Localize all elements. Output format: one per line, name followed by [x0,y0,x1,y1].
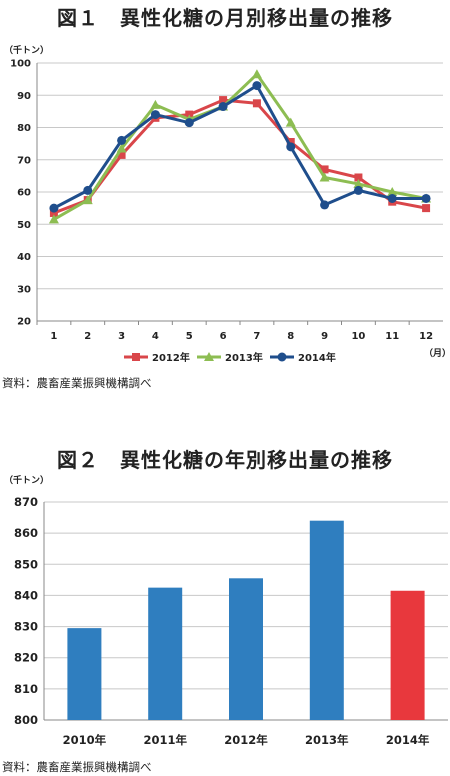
figure-1-source: 資料：農畜産業振興機構調べ [2,376,152,390]
y-tick-label: 850 [14,557,38,571]
data-point-2014年 [320,200,330,210]
y-tick-label: 100 [10,59,31,70]
data-point-2012年 [49,208,58,217]
data-point-2014年 [49,203,59,213]
y-tick-label: 820 [14,651,38,665]
y-tick-label: 870 [14,495,38,509]
y-tick-label: 60 [17,188,31,199]
y-tick-label: 50 [17,220,31,231]
x-tick-label: 9 [321,331,328,342]
x-tick-label: 2 [84,331,91,342]
data-point-2012年 [354,173,363,182]
legend-marker [277,352,287,362]
data-point-2012年 [252,99,261,108]
data-point-2013年 [82,195,93,205]
data-point-2013年 [353,178,364,188]
x-tick-label: 12 [419,331,433,342]
legend-marker [132,353,140,361]
bar-2011年 [148,587,183,720]
bar-2010年 [67,628,102,720]
y-tick-label: 800 [14,713,38,727]
x-tick-label: 2014年 [386,733,430,747]
data-point-2014年 [353,185,363,195]
data-point-2013年 [48,214,59,224]
data-point-2014年 [252,81,262,91]
series-line-2014年 [53,84,427,210]
legend-label: 2014年 [298,351,336,364]
x-tick-label: 11 [385,331,399,342]
x-tick-label: 2012年 [224,733,268,747]
data-point-2012年 [117,150,126,159]
data-point-2014年 [286,142,296,152]
x-tick-label: 6 [220,331,227,342]
data-point-2014年 [387,193,397,203]
data-point-2013年 [116,143,127,153]
y-tick-label: 840 [14,588,38,602]
data-point-2014年 [184,118,194,128]
data-point-2013年 [251,69,262,79]
series-line-2012年 [53,98,427,215]
x-tick-label: 10 [351,331,365,342]
figure-1-x-unit: （月） [424,349,450,359]
x-tick-label: 4 [152,331,159,342]
y-tick-label: 30 [17,284,31,295]
x-tick-label: 5 [186,331,193,342]
data-point-2014年 [117,135,127,145]
x-tick-label: 2011年 [143,733,187,747]
y-tick-label: 860 [14,526,38,540]
data-point-2014年 [421,193,431,203]
x-tick-label: 3 [118,331,125,342]
bar-2012年 [229,578,263,720]
figure-1-y-unit: （千トン） [4,46,50,56]
y-tick-label: 80 [17,123,31,134]
x-tick-label: 7 [253,331,260,342]
y-tick-label: 830 [14,620,38,634]
figure-1: 図１ 異性化糖の月別移出量の推移 （千トン） 20 30 40 50 60 70 80 90 1… [2,6,450,390]
legend-label: 2013年 [225,351,263,364]
data-point-2013年 [150,99,161,109]
y-tick-label: 90 [17,91,31,102]
bar-2013年 [309,520,344,720]
bar-2014年 [390,590,425,720]
figure-2-source: 資料：農畜産業振興機構調べ [2,760,152,774]
data-point-2012年 [219,96,228,105]
x-tick-label: 2013年 [305,733,349,747]
y-tick-label: 40 [17,252,31,263]
y-tick-label: 20 [17,317,31,328]
legend-label: 2012年 [152,351,190,364]
data-point-2014年 [83,185,93,195]
data-point-2013年 [387,187,398,196]
legend-marker [204,352,214,361]
data-point-2013年 [285,117,296,127]
data-point-2012年 [422,204,431,213]
data-point-2013年 [319,172,330,182]
data-point-2014年 [218,102,228,112]
figure-2-title: 図２ 異性化糖の年別移出量の推移 [57,448,393,472]
y-tick-label: 810 [14,682,38,696]
y-tick-label: 70 [17,155,31,166]
figure-1-title: 図１ 異性化糖の月別移出量の推移 [57,6,393,30]
figure-2-y-unit: （千トン） [4,476,50,486]
x-tick-label: 8 [287,331,294,342]
data-point-2014年 [150,110,160,120]
x-tick-label: 2010年 [63,733,107,747]
data-point-2012年 [320,165,329,174]
x-tick-label: 1 [50,331,57,342]
data-point-2012年 [286,138,295,147]
series-line-2013年 [53,72,427,221]
